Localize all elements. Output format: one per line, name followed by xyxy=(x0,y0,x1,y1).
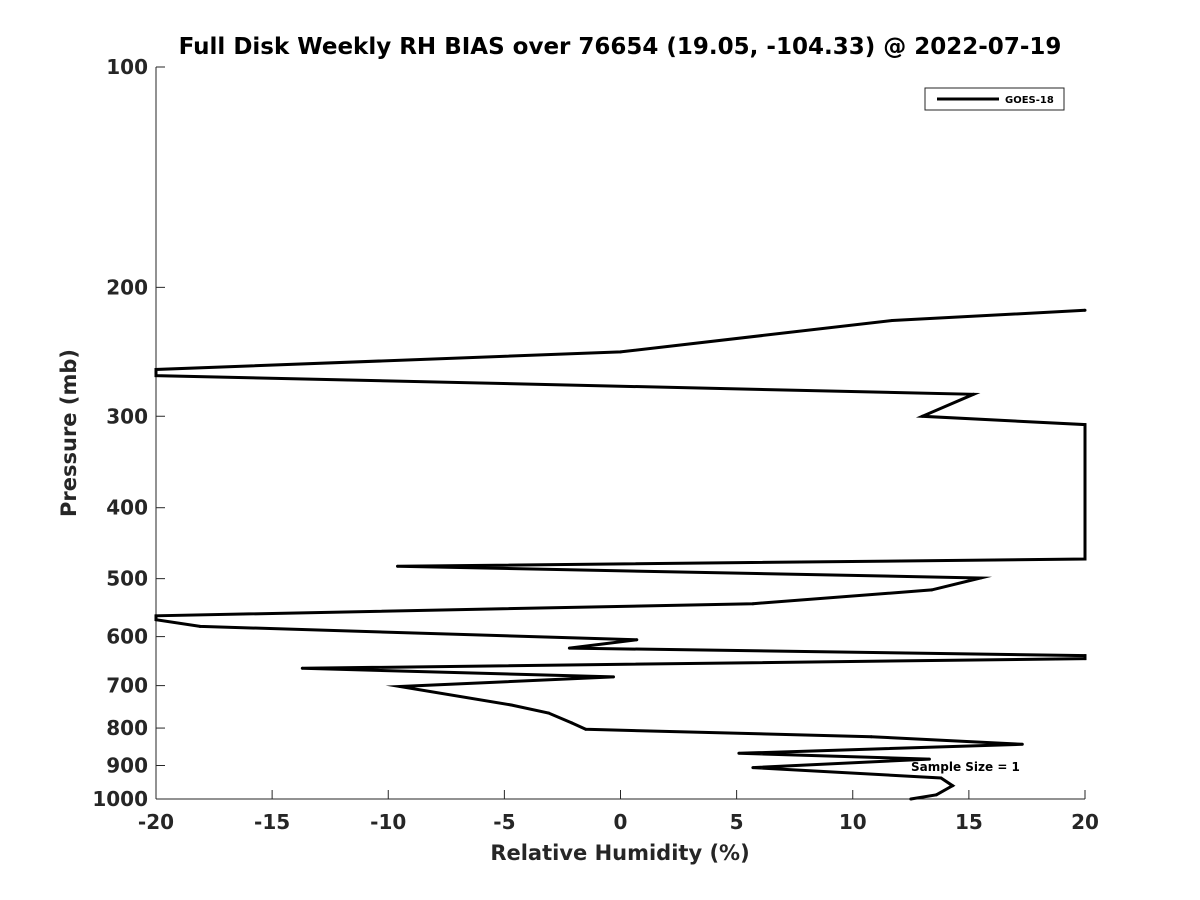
data-point xyxy=(909,797,913,801)
data-point xyxy=(979,576,982,580)
data-point xyxy=(737,751,741,755)
data-point xyxy=(154,368,158,371)
y-tick-label: 100 xyxy=(106,55,148,79)
y-tick-label: 1000 xyxy=(92,787,148,811)
y-axis-label: Pressure (mb) xyxy=(57,349,81,517)
sample-size-annotation: Sample Size = 1 xyxy=(911,760,1020,774)
data-point xyxy=(939,776,943,780)
data-point xyxy=(154,374,158,378)
data-point xyxy=(509,703,513,707)
x-tick-label: -10 xyxy=(370,810,406,834)
data-point xyxy=(300,666,304,670)
data-point xyxy=(927,757,931,761)
data-point xyxy=(1020,742,1024,746)
y-tick-label: 700 xyxy=(106,674,148,698)
plot-area xyxy=(156,67,1085,799)
x-tick-label: 15 xyxy=(955,810,983,834)
data-point xyxy=(619,350,622,354)
data-point xyxy=(154,614,158,618)
series-line-goes-18 xyxy=(154,308,1087,801)
legend: GOES-18 xyxy=(924,87,1065,111)
x-axis-label: Relative Humidity (%) xyxy=(490,841,749,865)
data-point xyxy=(198,624,202,628)
data-point xyxy=(1083,654,1087,658)
data-point xyxy=(396,564,399,568)
data-point xyxy=(398,685,402,688)
series-layer xyxy=(154,308,1087,801)
y-tick-label: 300 xyxy=(106,404,148,428)
legend-label: GOES-18 xyxy=(1005,95,1054,106)
x-tick-label: 20 xyxy=(1071,810,1099,834)
data-point xyxy=(751,766,755,770)
data-point xyxy=(890,319,894,322)
y-tick-label: 800 xyxy=(106,716,148,740)
data-point xyxy=(972,392,975,396)
data-point xyxy=(612,675,615,679)
data-point xyxy=(934,793,938,797)
y-tick-label: 400 xyxy=(106,496,148,520)
x-tick-label: -15 xyxy=(254,810,290,834)
x-tick-label: -20 xyxy=(138,810,174,834)
data-point xyxy=(570,721,574,725)
data-point xyxy=(930,588,934,592)
data-point xyxy=(635,638,639,642)
x-tick-label: 5 xyxy=(730,810,744,834)
x-ticks: -20 -15 -10 -5 0 5 10 15 20 xyxy=(138,790,1099,834)
data-point xyxy=(869,735,873,739)
x-tick-label: -5 xyxy=(493,810,515,834)
data-point xyxy=(951,784,955,788)
data-point xyxy=(567,646,571,650)
y-ticks: 100 200 300 400 500 600 700 800 900 1000 xyxy=(92,55,165,811)
data-point xyxy=(1083,657,1087,661)
data-point xyxy=(920,414,924,418)
y-tick-label: 200 xyxy=(106,275,148,299)
y-tick-label: 500 xyxy=(106,567,148,591)
x-tick-label: 0 xyxy=(614,810,628,834)
x-tick-label: 10 xyxy=(839,810,867,834)
data-point xyxy=(1083,423,1087,427)
data-point xyxy=(751,602,755,606)
y-tick-label: 900 xyxy=(106,754,148,778)
data-point xyxy=(1083,557,1087,561)
chart-title: Full Disk Weekly RH BIAS over 76654 (19.… xyxy=(179,34,1062,60)
data-point xyxy=(1083,308,1087,312)
y-tick-label: 600 xyxy=(106,625,148,649)
data-point xyxy=(547,711,550,715)
data-point xyxy=(154,618,158,622)
data-point xyxy=(584,727,588,731)
